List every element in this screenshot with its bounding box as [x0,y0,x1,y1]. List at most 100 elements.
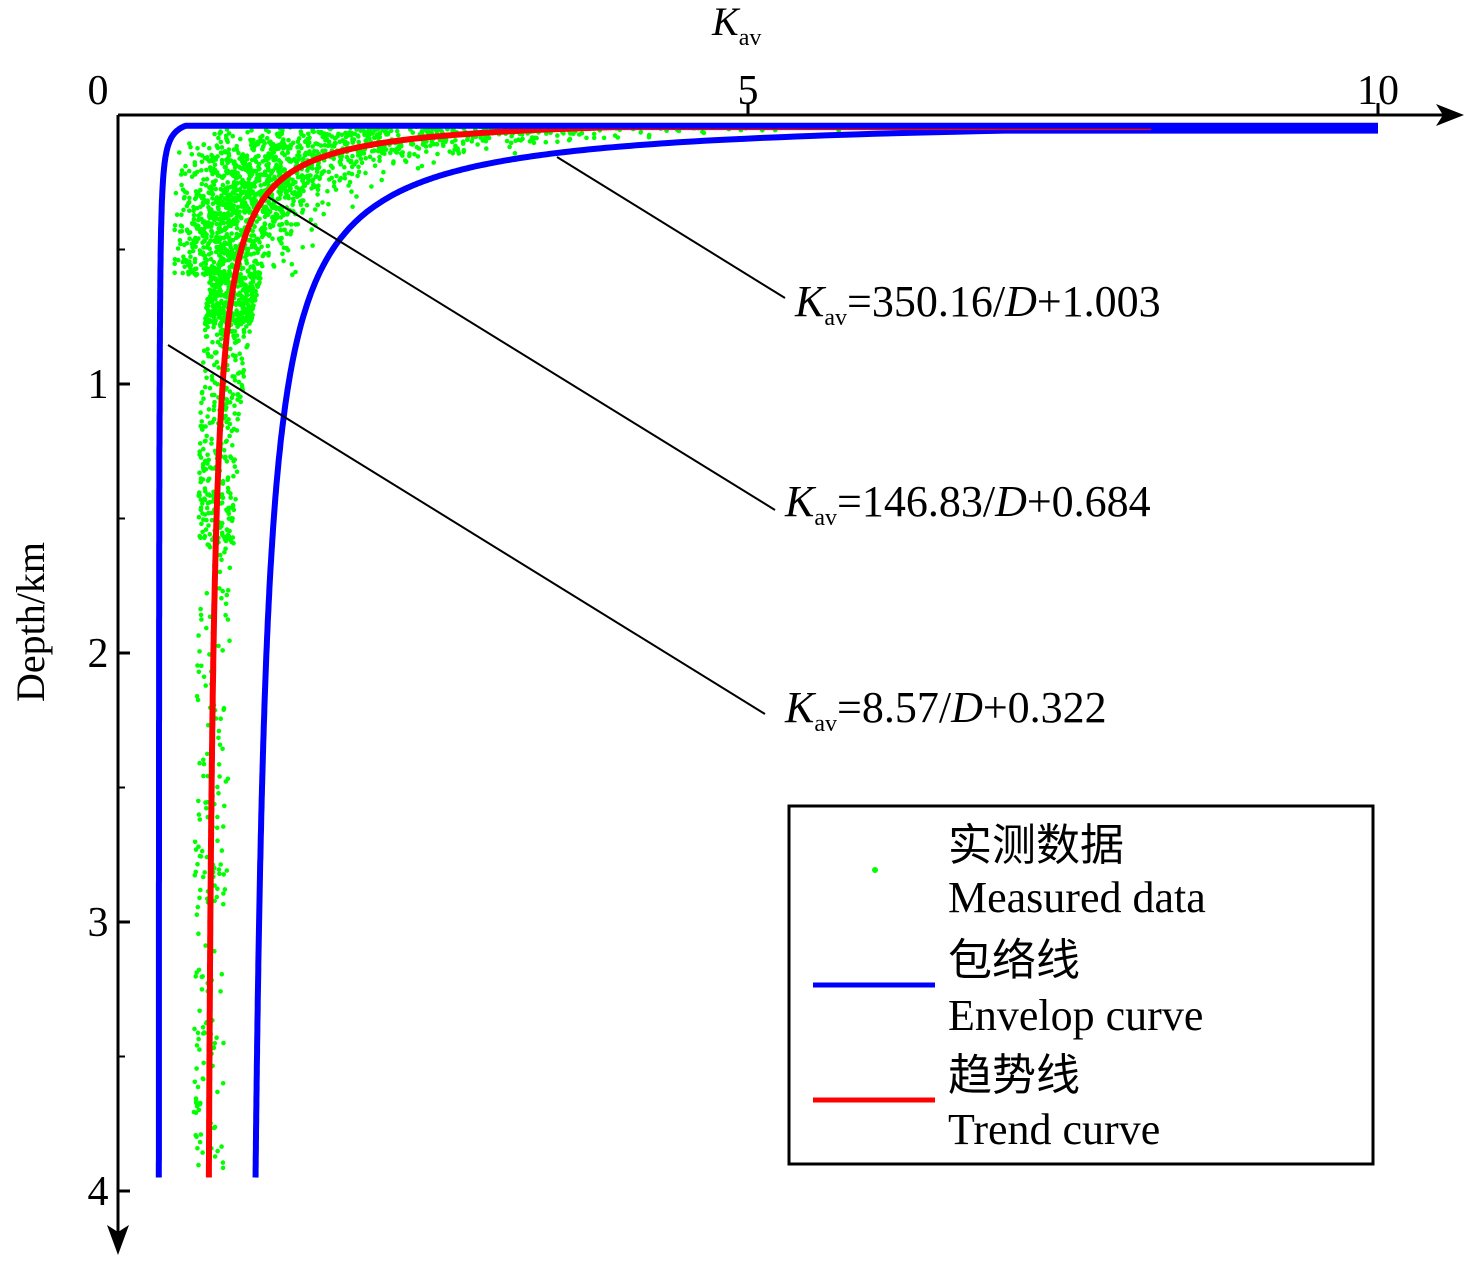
measured-point [349,164,355,170]
measured-point [355,173,360,179]
measured-point [230,221,235,227]
measured-point [172,257,178,262]
measured-point [216,365,221,370]
measured-point [229,247,235,253]
measured-point [478,135,483,140]
measured-point [220,1165,226,1171]
measured-point [371,157,376,163]
legend-envelope-cn: 包络线 [948,936,1080,985]
measured-point [218,275,223,280]
measured-point [183,171,188,176]
measured-point [175,246,181,251]
measured-point [191,204,196,210]
measured-point [173,190,179,196]
measured-point [192,256,198,262]
measured-point [601,135,607,141]
measured-point [247,329,252,334]
leader-line-2 [267,196,776,511]
measured-point [269,204,275,209]
measured-point [210,275,216,280]
measured-point [204,322,209,327]
measured-point [224,535,230,541]
measured-point [223,439,229,445]
measured-point [231,161,237,167]
measured-point [204,433,209,439]
measured-point [257,239,262,245]
measured-point [193,974,198,979]
measured-point [215,173,221,178]
measured-point [264,162,269,168]
measured-point [217,774,222,779]
measured-point [216,315,222,320]
measured-point [226,147,232,152]
measured-point [219,530,225,536]
y-axis-title: Depth/km [8,542,53,702]
measured-point [270,168,276,173]
measured-point [180,270,185,276]
measured-point [172,223,178,228]
measured-point [236,315,242,320]
measured-point [253,168,259,174]
measured-point [227,433,232,439]
measured-point [215,814,220,820]
measured-point [187,236,192,241]
measured-point [181,207,186,213]
measured-point [461,147,467,153]
measured-point [224,419,229,425]
measured-point [206,354,211,359]
measured-point [273,211,279,217]
measured-point [327,177,332,182]
measured-point [211,259,217,265]
measured-point [207,246,212,252]
measured-point [258,183,264,188]
measured-point [198,476,204,481]
measured-point [202,533,208,539]
measured-point [191,1109,197,1115]
measured-point [214,197,219,203]
measured-point [225,528,230,533]
measured-point [441,143,446,149]
measured-point [198,187,203,193]
measured-point [219,298,224,304]
measured-point [197,470,202,476]
measured-point [209,229,214,234]
measured-point [219,249,224,255]
measured-point [311,153,317,158]
measured-point [197,1008,202,1014]
measured-point [251,243,256,249]
measured-point [591,135,597,141]
measured-point [223,613,228,618]
measured-point [196,1107,202,1113]
measured-point [345,133,351,138]
measured-point [313,141,319,146]
measured-point [230,535,236,540]
measured-point [225,485,231,491]
measured-point [273,165,278,170]
measured-point [223,413,228,419]
measured-point [224,290,229,296]
measured-point [258,275,263,281]
measured-point [246,177,252,182]
measured-point [207,212,213,217]
measured-point [178,172,184,177]
measured-point [201,177,206,182]
measured-point [204,590,210,596]
measured-point [243,295,248,300]
measured-point [209,282,215,287]
measured-point [259,261,264,267]
measured-point [210,191,216,197]
measured-point [292,190,298,195]
measured-point [209,392,215,398]
measured-point [222,246,228,252]
measured-point [193,244,198,250]
measured-point [198,251,203,256]
measured-point [428,143,433,148]
measured-point [188,254,193,259]
measured-point [186,269,191,275]
measured-point [241,319,246,325]
measured-point [203,260,208,266]
measured-point [193,189,199,194]
axes: 0 5 10 1 2 3 4 Kav Depth/km [8,0,1464,1255]
measured-point [209,466,215,471]
measured-point [356,169,362,175]
